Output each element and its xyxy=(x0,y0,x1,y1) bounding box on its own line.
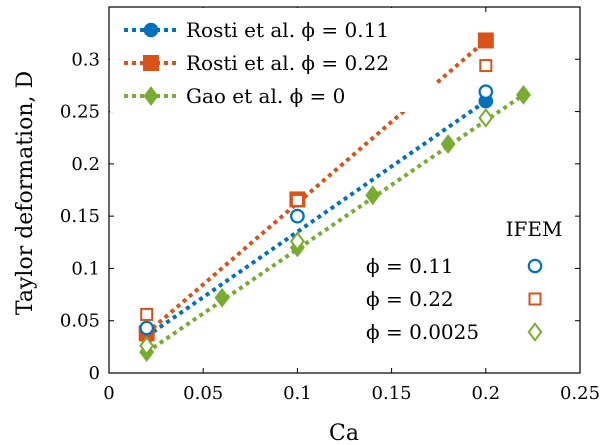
legend-label: Rosti et al. ϕ = 0.11 xyxy=(186,18,389,42)
legend-label: Rosti et al. ϕ = 0.22 xyxy=(186,51,389,75)
data-point xyxy=(478,84,494,100)
legend-ifem-marker xyxy=(528,292,542,306)
series-line xyxy=(145,38,488,335)
data-point xyxy=(214,287,230,308)
legend-ifem-label: ϕ = 0.0025 xyxy=(366,320,479,344)
x-tick-label: 0.2 xyxy=(471,383,500,404)
y-tick-label: 0.05 xyxy=(60,311,100,332)
data-point xyxy=(290,193,304,207)
x-axis-label: Ca xyxy=(329,421,359,445)
data-point xyxy=(365,185,381,206)
y-tick-label: 0.2 xyxy=(71,154,100,175)
y-tick-label: 0.15 xyxy=(60,206,100,227)
data-point xyxy=(139,335,155,356)
y-tick-label: 0.25 xyxy=(60,102,100,123)
legend-ifem-marker xyxy=(527,258,543,274)
series-line xyxy=(145,93,525,354)
plot-frame xyxy=(108,6,581,374)
x-tick-label: 0.1 xyxy=(283,383,312,404)
data-point xyxy=(477,32,494,49)
data-point xyxy=(440,134,456,154)
y-tick-label: 0.3 xyxy=(71,49,100,70)
data-point xyxy=(139,320,154,336)
axes-layer: 0 0.05 0.1 0.15 0.2 0.25 0 0.05 0.1 0.15 0.2 0.25 0.… xyxy=(60,6,600,404)
legend-marker xyxy=(143,55,159,71)
x-tick-label: 0.25 xyxy=(560,383,600,404)
x-tick-label: 0.15 xyxy=(372,383,412,404)
data-point xyxy=(140,307,154,321)
legend-layer: Rosti et al. ϕ = 0.11 Rosti et al. ϕ = 0.… xyxy=(110,8,562,344)
x-tick-label: 0 xyxy=(103,383,114,404)
plot-layer xyxy=(138,32,531,362)
legend-ifem-label: ϕ = 0.22 xyxy=(366,287,454,311)
legend-ifem-label: ϕ = 0.11 xyxy=(366,254,454,278)
y-axis-label: Taylor deformation, D xyxy=(13,71,38,315)
data-point xyxy=(290,208,305,224)
data-point xyxy=(479,59,493,73)
legend-ifem-marker xyxy=(527,322,543,342)
data-point xyxy=(289,231,305,252)
legend-marker xyxy=(143,86,159,106)
legend-marker xyxy=(143,22,159,38)
data-point xyxy=(478,107,494,128)
data-point xyxy=(516,84,531,105)
legend-label: Gao et al. ϕ = 0 xyxy=(186,84,345,108)
x-tick-label: 0.05 xyxy=(183,383,223,404)
legend-ifem-title: IFEM xyxy=(506,217,563,241)
y-tick-label: 0 xyxy=(89,363,100,384)
y-tick-label: 0.1 xyxy=(71,258,100,279)
